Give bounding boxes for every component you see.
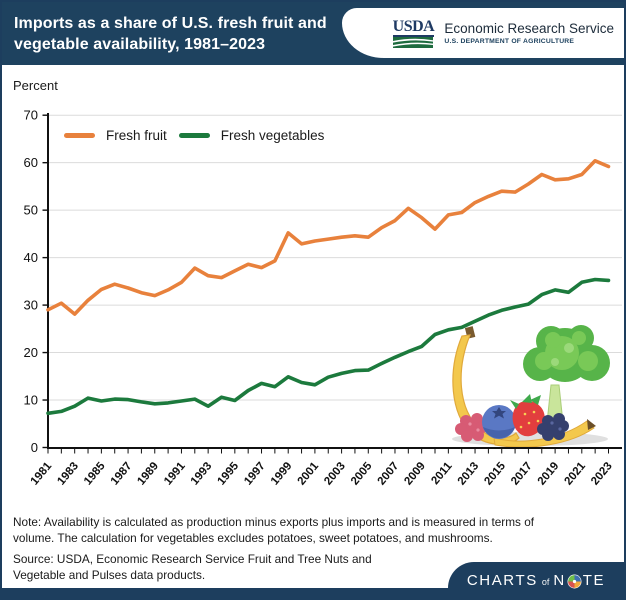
usda-logo: USDA — [391, 17, 435, 48]
x-axis-tick-label: 2011 — [429, 460, 455, 487]
note-line-1: Note: Availability is calculated as prod… — [13, 515, 535, 529]
x-axis-tick-label: 1981 — [29, 460, 55, 488]
pie-chart-o-icon — [567, 574, 582, 588]
y-axis-tick-label: 50 — [24, 203, 38, 218]
strawberry — [510, 394, 545, 437]
x-axis-tick-label: 1991 — [162, 460, 188, 488]
x-axis-tick-label: 1983 — [55, 460, 81, 487]
legend-item-fresh-fruit: Fresh fruit — [64, 128, 167, 143]
badge-charts-text: CHARTS — [466, 571, 538, 589]
x-axis-tick-label: 2007 — [376, 460, 402, 487]
raspberry — [455, 413, 488, 442]
badge-n: N — [553, 571, 566, 589]
legend: Fresh fruit Fresh vegetables — [64, 128, 324, 143]
department-name: U.S. DEPARTMENT OF AGRICULTURE — [444, 38, 575, 45]
x-axis-tick-label: 2003 — [322, 460, 348, 487]
y-axis-tick-label: 30 — [24, 298, 38, 313]
blackberry — [537, 413, 569, 441]
x-axis-tick-label: 2005 — [349, 460, 375, 488]
badge-te: TE — [582, 571, 606, 589]
chart-title-line-2: vegetable availability, 1981–2023 — [14, 36, 266, 53]
note-line-2: volume. The calculation for vegetables e… — [13, 531, 493, 545]
ers-text-block: Economic Research Service U.S. DEPARTMEN… — [444, 21, 614, 45]
x-axis-tick-label: 1999 — [269, 460, 295, 487]
x-axis-tick-label: 2019 — [536, 460, 562, 487]
usda-logo-block: USDA Economic Research Service U.S. DEPA… — [342, 8, 624, 58]
fruit-vegetable-illustration-icon — [452, 325, 610, 448]
y-axis-tick-label: 40 — [24, 250, 38, 265]
fresh-fruit-line — [46, 159, 611, 316]
y-axis-tick-label: 20 — [24, 345, 38, 360]
data-series-lines — [46, 159, 611, 416]
x-axis-tick-label: 2015 — [482, 460, 508, 488]
x-axis-tick-label: 2001 — [296, 460, 322, 488]
usda-wordmark: USDA — [392, 17, 435, 37]
chart-title: Imports as a share of U.S. fresh fruit a… — [14, 13, 327, 55]
x-axis-tick-label: 2017 — [509, 460, 535, 487]
y-axis-tick-label: 10 — [24, 393, 38, 408]
x-axis-tick-label: 1993 — [189, 460, 215, 487]
x-axis-tick-label: 2009 — [402, 460, 428, 487]
x-axis-tick-label: 2021 — [562, 460, 588, 488]
source-line-2: Vegetable and Pulses data products. — [13, 568, 206, 582]
x-axis-tick-label: 2013 — [456, 460, 482, 487]
x-axis-tick-label: 1985 — [82, 460, 108, 488]
y-axis-tick-label: 0 — [31, 440, 38, 455]
fresh-fruit-line-swatch-icon — [64, 133, 95, 138]
badge-note-text: N TE — [553, 572, 605, 589]
bottom-navy-strip — [2, 588, 624, 598]
fresh-vegetables-line-swatch-icon — [178, 133, 210, 138]
charts-of-note-logo: CHARTS of N TE — [448, 562, 624, 598]
y-axis-tick-label: 60 — [24, 155, 38, 170]
usda-field-swoosh-icon — [393, 36, 434, 48]
agency-name: Economic Research Service — [444, 21, 614, 36]
source-line-1: Source: USDA, Economic Research Service … — [13, 552, 372, 566]
legend-item-fresh-vegetables: Fresh vegetables — [178, 128, 325, 143]
x-axis-tick-label: 1987 — [109, 460, 135, 487]
legend-label: Fresh fruit — [106, 128, 167, 143]
y-axis-tick-label: 70 — [24, 108, 38, 123]
blueberry — [482, 405, 516, 439]
broccoli-florets — [523, 325, 610, 382]
y-axis-title: Percent — [13, 78, 58, 93]
note-text: Note: Availability is calculated as prod… — [13, 514, 534, 546]
fresh-vegetables-line — [46, 277, 611, 416]
x-axis-tick-label: 2023 — [589, 460, 615, 487]
x-axis-tick-label: 1997 — [242, 460, 268, 487]
legend-label: Fresh vegetables — [220, 128, 325, 143]
x-axis-tick-label: 1989 — [135, 460, 161, 487]
source-text: Source: USDA, Economic Research Service … — [13, 551, 372, 583]
x-axis-tick-label: 1995 — [215, 460, 241, 488]
chart-title-line-1: Imports as a share of U.S. fresh fruit a… — [14, 15, 327, 32]
badge-of-text: of — [541, 577, 550, 587]
